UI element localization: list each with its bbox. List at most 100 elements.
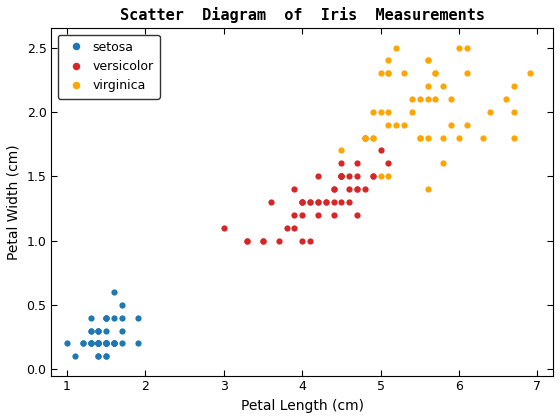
versicolor [346,200,353,205]
setosa [103,354,110,359]
setosa [95,341,102,346]
setosa [87,341,94,346]
versicolor [221,225,227,230]
setosa [103,341,110,346]
virginica [511,84,517,89]
virginica [456,45,463,50]
virginica [464,45,470,50]
versicolor [244,238,251,243]
setosa [87,328,94,333]
virginica [385,58,392,63]
setosa [103,315,110,320]
virginica [393,122,400,127]
versicolor [307,238,314,243]
versicolor [291,212,298,217]
setosa [119,341,125,346]
virginica [385,174,392,179]
X-axis label: Petal Length (cm): Petal Length (cm) [241,399,363,413]
virginica [511,109,517,114]
setosa [111,315,118,320]
versicolor [299,200,306,205]
versicolor [299,200,306,205]
setosa [95,341,102,346]
setosa [95,341,102,346]
virginica [479,135,486,140]
virginica [377,174,384,179]
virginica [362,135,368,140]
virginica [487,109,494,114]
versicolor [323,200,329,205]
virginica [464,122,470,127]
versicolor [244,238,251,243]
virginica [409,109,416,114]
versicolor [338,174,345,179]
setosa [95,341,102,346]
versicolor [362,186,368,192]
virginica [448,122,455,127]
setosa [87,341,94,346]
virginica [526,71,533,76]
setosa [111,289,118,294]
setosa [103,341,110,346]
versicolor [338,200,345,205]
setosa [111,341,118,346]
virginica [370,135,376,140]
versicolor [354,212,361,217]
setosa [80,341,86,346]
setosa [103,315,110,320]
setosa [103,328,110,333]
versicolor [315,174,321,179]
virginica [432,71,439,76]
Line: setosa: setosa [64,289,141,360]
Title: Scatter  Diagram  of  Iris  Measurements: Scatter Diagram of Iris Measurements [120,7,485,23]
setosa [119,328,125,333]
Line: versicolor: versicolor [221,134,391,244]
setosa [111,341,118,346]
setosa [87,328,94,333]
virginica [401,71,408,76]
versicolor [346,186,353,192]
virginica [401,122,408,127]
virginica [417,97,423,102]
versicolor [377,148,384,153]
versicolor [338,174,345,179]
setosa [72,354,78,359]
versicolor [354,186,361,192]
virginica [424,58,431,63]
versicolor [315,200,321,205]
versicolor [330,200,337,205]
versicolor [268,200,274,205]
virginica [370,109,376,114]
Legend: setosa, versicolor, virginica: setosa, versicolor, virginica [58,34,160,99]
versicolor [354,186,361,192]
versicolor [315,200,321,205]
setosa [64,341,71,346]
versicolor [299,200,306,205]
versicolor [307,200,314,205]
setosa [111,341,118,346]
virginica [409,97,416,102]
virginica [362,135,368,140]
versicolor [260,238,267,243]
virginica [377,71,384,76]
versicolor [346,174,353,179]
virginica [440,135,447,140]
virginica [385,109,392,114]
virginica [464,71,470,76]
setosa [95,328,102,333]
setosa [95,328,102,333]
setosa [103,315,110,320]
setosa [95,354,102,359]
virginica [511,135,517,140]
setosa [103,354,110,359]
versicolor [315,212,321,217]
setosa [134,341,141,346]
setosa [134,315,141,320]
virginica [370,135,376,140]
setosa [95,354,102,359]
setosa [103,341,110,346]
versicolor [338,174,345,179]
versicolor [370,174,376,179]
versicolor [283,225,290,230]
setosa [87,341,94,346]
